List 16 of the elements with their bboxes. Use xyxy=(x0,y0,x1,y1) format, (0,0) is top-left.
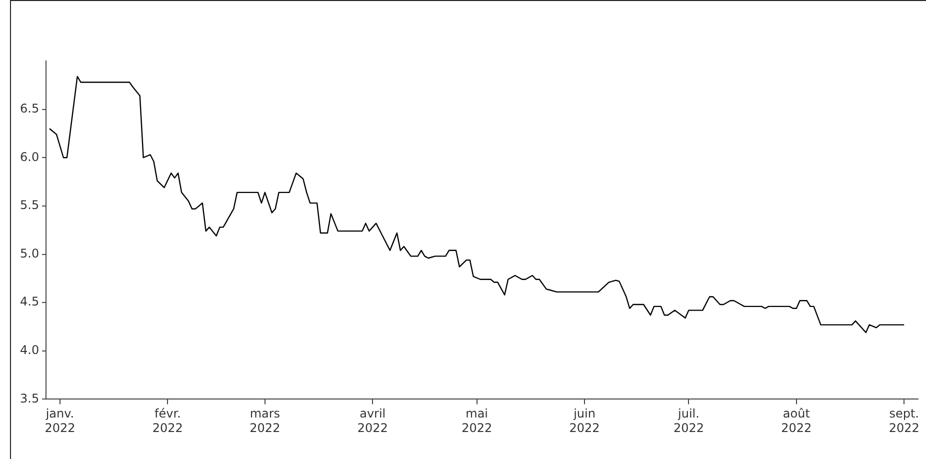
y-tick-label: 5.0 xyxy=(20,246,40,260)
x-tick-label: août 2022 xyxy=(781,406,812,435)
y-tick-label: 5.5 xyxy=(20,198,40,212)
y-tick-label: 3.5 xyxy=(20,391,40,406)
y-tick-label: 6.0 xyxy=(20,150,40,164)
x-tick-label: avril 2022 xyxy=(357,406,388,435)
y-tick-label: 6.5 xyxy=(20,101,40,116)
y-tick-label: 4.0 xyxy=(20,343,40,358)
x-tick-label: sept. 2022 xyxy=(888,406,920,435)
y-tick-label: 4.5 xyxy=(20,294,40,309)
x-tick-label: janv. 2022 xyxy=(44,406,76,435)
x-tick-label: juil. 2022 xyxy=(673,406,704,435)
x-tick-label: mars 2022 xyxy=(250,406,280,435)
x-tick-label: mai 2022 xyxy=(462,406,492,435)
x-tick-label: juin 2022 xyxy=(569,406,600,435)
x-tick-label: févr. 2022 xyxy=(152,406,183,435)
